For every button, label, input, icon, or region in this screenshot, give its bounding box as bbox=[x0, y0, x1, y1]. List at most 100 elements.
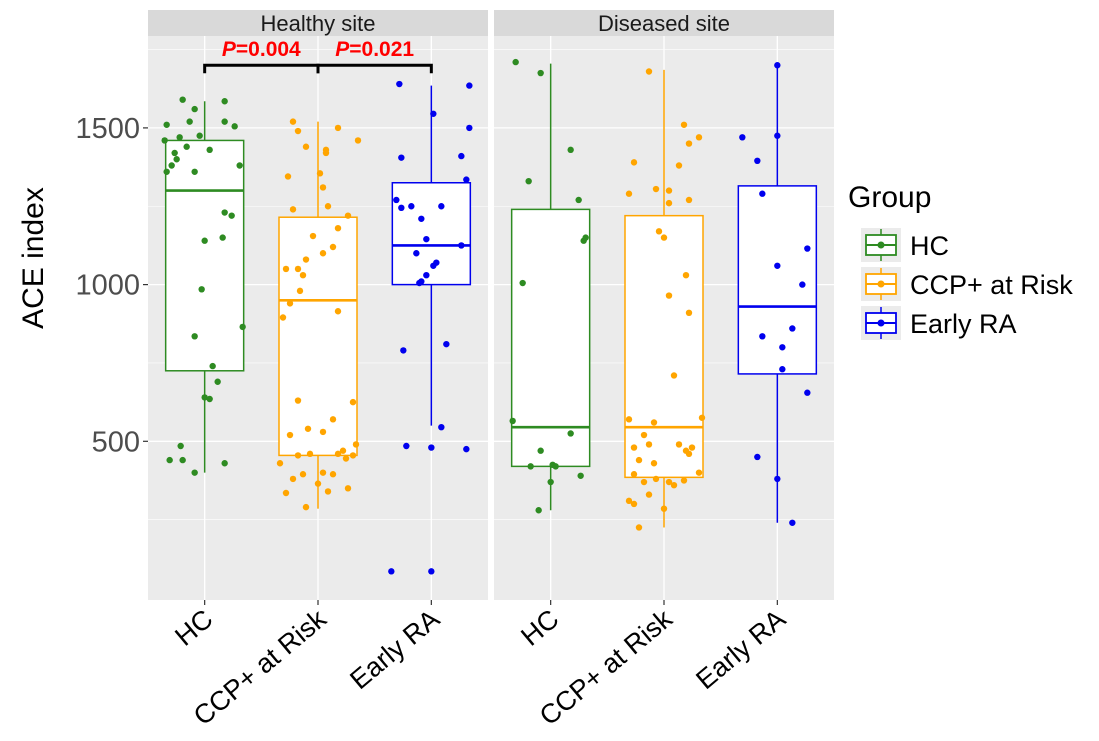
data-point bbox=[665, 187, 673, 194]
data-point bbox=[400, 347, 407, 354]
data-point bbox=[324, 488, 332, 495]
significance-bracket: P=0.004 bbox=[203, 38, 320, 74]
y-tick-label: 1000 bbox=[75, 270, 140, 302]
data-point bbox=[625, 497, 633, 505]
data-point bbox=[685, 309, 693, 317]
data-point bbox=[645, 441, 653, 448]
data-point bbox=[228, 212, 235, 219]
data-point bbox=[161, 137, 168, 144]
data-point bbox=[458, 242, 465, 249]
data-point bbox=[166, 456, 173, 464]
data-point bbox=[396, 80, 403, 88]
p-value: =0.021 bbox=[349, 38, 414, 61]
box bbox=[510, 208, 591, 468]
data-point bbox=[221, 209, 228, 216]
data-point bbox=[206, 395, 213, 403]
data-point bbox=[163, 121, 170, 128]
data-point bbox=[393, 196, 400, 204]
data-point bbox=[430, 110, 437, 117]
legend-title: Group bbox=[848, 181, 931, 214]
data-point bbox=[680, 121, 688, 128]
data-point bbox=[219, 234, 226, 241]
data-point bbox=[398, 154, 405, 161]
data-point bbox=[655, 228, 663, 235]
data-point bbox=[695, 134, 703, 141]
data-point bbox=[334, 224, 342, 232]
x-tick-label: Early RA bbox=[344, 604, 445, 695]
data-point bbox=[168, 162, 175, 169]
data-point bbox=[239, 323, 246, 331]
legend-entry-ccp-at-risk: CCP+ at Risk bbox=[861, 267, 1073, 301]
data-point bbox=[625, 190, 633, 197]
data-point bbox=[630, 471, 638, 478]
data-point bbox=[173, 156, 180, 163]
y-axis-title: ACE index bbox=[17, 187, 50, 329]
data-point bbox=[665, 478, 673, 486]
data-point bbox=[754, 453, 761, 461]
data-point bbox=[552, 463, 559, 470]
data-point bbox=[408, 203, 415, 210]
facet-strip-label: Healthy site bbox=[261, 11, 376, 36]
legend-label: Early RA bbox=[910, 309, 1017, 339]
data-point bbox=[198, 286, 205, 293]
box-group-early-ra bbox=[737, 62, 818, 526]
data-point bbox=[635, 456, 643, 464]
data-point bbox=[682, 447, 690, 454]
legend-entry-hc: HC bbox=[861, 228, 949, 262]
data-point bbox=[635, 524, 643, 531]
data-point bbox=[680, 477, 688, 484]
data-point bbox=[582, 234, 589, 241]
data-point bbox=[294, 127, 302, 135]
data-point bbox=[329, 243, 337, 251]
data-point bbox=[774, 62, 781, 69]
data-point bbox=[282, 265, 290, 273]
data-point bbox=[630, 159, 638, 166]
data-point bbox=[670, 372, 678, 379]
data-point bbox=[221, 118, 228, 125]
legend: Group HC CCP+ at Risk Early RA bbox=[848, 181, 1073, 340]
box bbox=[164, 139, 245, 372]
p-symbol: P bbox=[335, 38, 350, 61]
data-point bbox=[413, 250, 420, 257]
data-point bbox=[660, 505, 668, 512]
data-point bbox=[789, 325, 796, 332]
data-point bbox=[163, 168, 170, 175]
data-point bbox=[304, 425, 312, 432]
data-point bbox=[438, 203, 445, 210]
data-point bbox=[575, 196, 582, 204]
data-point bbox=[309, 232, 317, 240]
data-point bbox=[221, 460, 228, 467]
legend-key-point bbox=[877, 319, 885, 327]
data-point bbox=[306, 450, 314, 458]
facet-strip bbox=[148, 10, 488, 36]
data-point bbox=[352, 441, 360, 448]
data-point bbox=[438, 423, 445, 431]
data-point bbox=[344, 485, 352, 492]
x-tick-label: HC bbox=[169, 604, 218, 652]
data-point bbox=[299, 271, 307, 279]
data-point bbox=[276, 460, 284, 467]
p-value: =0.004 bbox=[236, 38, 301, 61]
data-point bbox=[509, 417, 516, 425]
data-point bbox=[319, 250, 327, 257]
data-point bbox=[334, 124, 342, 132]
data-point bbox=[525, 177, 532, 185]
data-point bbox=[296, 287, 304, 295]
x-tick-label: Early RA bbox=[690, 604, 791, 695]
data-point bbox=[625, 416, 633, 423]
data-point bbox=[466, 124, 473, 132]
legend-label: HC bbox=[910, 231, 949, 261]
box-group-ccp-at-risk bbox=[624, 68, 706, 531]
data-point bbox=[196, 132, 203, 139]
data-point bbox=[698, 414, 706, 421]
data-point bbox=[324, 203, 332, 210]
data-point bbox=[236, 162, 243, 169]
data-point bbox=[567, 430, 574, 437]
data-point bbox=[339, 447, 347, 454]
box-group-ccp-at-risk bbox=[276, 118, 362, 511]
data-point bbox=[302, 256, 310, 263]
data-point bbox=[314, 480, 322, 487]
data-point bbox=[535, 507, 542, 514]
box bbox=[624, 214, 704, 479]
box bbox=[737, 185, 818, 375]
